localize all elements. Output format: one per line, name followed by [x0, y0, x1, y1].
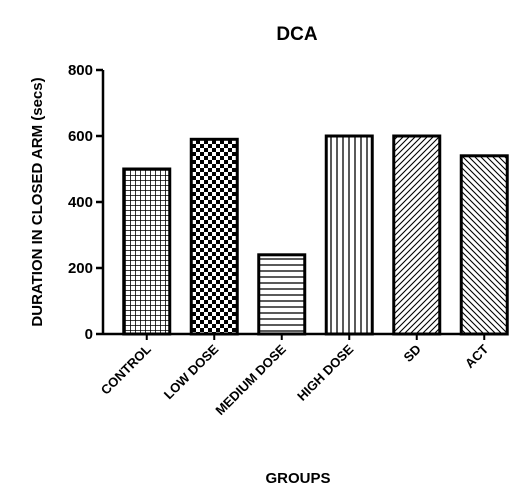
y-tick-label: 800: [68, 62, 93, 79]
bar-control: [122, 167, 172, 336]
y-tick-label: 0: [85, 326, 93, 343]
y-tick-label: 400: [68, 194, 93, 211]
x-tick-label: ACT: [462, 341, 492, 371]
x-tick-label: SD: [400, 342, 423, 365]
x-tick-label: MEDIUM DOSE: [212, 341, 289, 418]
bars-layer: [122, 134, 509, 336]
y-tick-label: 200: [68, 260, 93, 277]
bar-low-dose: [189, 137, 239, 336]
bar-act: [459, 154, 509, 336]
bar-sd: [392, 134, 442, 336]
bar-high-dose: [324, 134, 374, 336]
y-axis-label: DURATION IN CLOSED ARM (secs): [29, 77, 46, 326]
y-tick-label: 600: [68, 128, 93, 145]
bar-medium-dose: [257, 253, 307, 336]
x-axis-label: GROUPS: [265, 470, 330, 487]
chart-title: DCA: [276, 24, 317, 45]
x-tick-label: HIGH DOSE: [294, 341, 356, 403]
x-tick-label: LOW DOSE: [161, 341, 222, 402]
x-tick-label: CONTROL: [98, 341, 154, 397]
